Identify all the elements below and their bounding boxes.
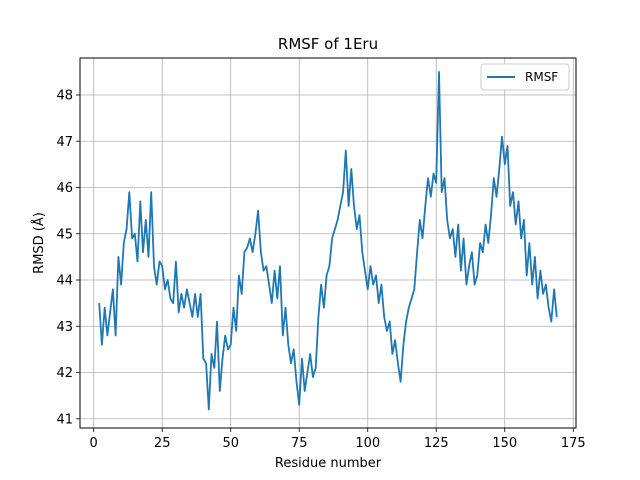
series-group	[98, 71, 558, 411]
x-tick-label: 0	[90, 436, 98, 451]
legend-label-rmsf: RMSF	[525, 70, 558, 84]
x-tick-label: 100	[355, 436, 380, 451]
chart-title: RMSF of 1Eru	[278, 35, 378, 53]
x-tick-label: 150	[492, 436, 517, 451]
y-tick-label: 46	[56, 181, 73, 196]
x-tick-label: 175	[561, 436, 586, 451]
x-tick-label: 25	[154, 436, 171, 451]
y-tick-label: 48	[56, 89, 73, 104]
x-tick-label: 125	[424, 436, 449, 451]
y-tick-label: 44	[56, 274, 73, 289]
plot-frame	[79, 57, 577, 429]
y-tick-label: 41	[56, 412, 73, 427]
x-axis-label: Residue number	[275, 456, 382, 471]
x-tick-label: 50	[222, 436, 239, 451]
legend: RMSF	[480, 63, 570, 91]
y-tick-label: 42	[56, 366, 73, 381]
y-axis-ticks: 41 42 43 44 45 46 47 48	[56, 89, 80, 427]
grid-lines	[80, 58, 576, 428]
x-axis-ticks: 0 25 50 75 100 125 150 175	[90, 428, 586, 451]
y-tick-label: 45	[56, 227, 73, 242]
y-tick-label: 47	[56, 135, 73, 150]
y-axis-label: RMSD (Å)	[31, 212, 47, 274]
y-tick-label: 43	[56, 320, 73, 335]
series-line-rmsf	[98, 71, 558, 411]
legend-box	[480, 63, 570, 91]
x-tick-label: 75	[291, 436, 308, 451]
